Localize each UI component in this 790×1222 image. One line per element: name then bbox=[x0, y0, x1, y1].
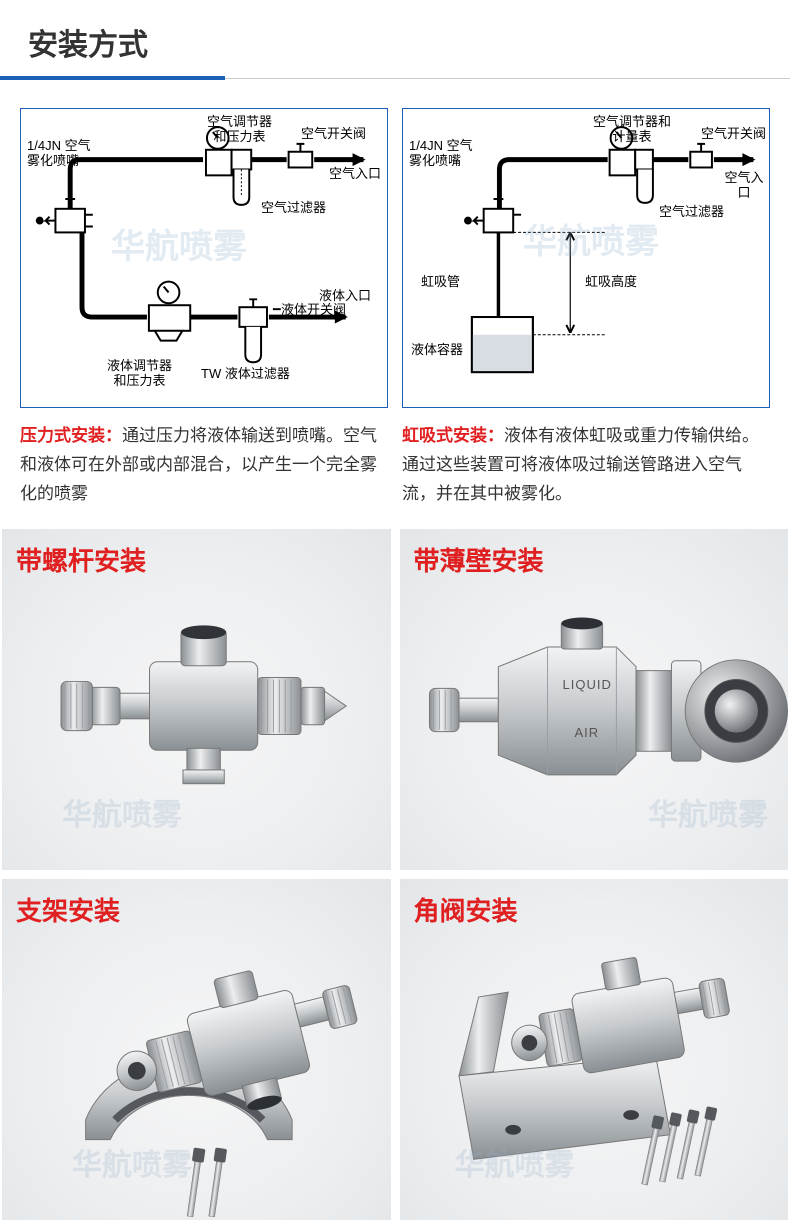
label-siphon-tube: 虹吸管 bbox=[421, 275, 460, 290]
label-air-inlet: 空气入口 bbox=[719, 171, 769, 201]
label-air-regulator: 空气调节器和压力表 bbox=[207, 115, 272, 145]
product-illustration bbox=[2, 879, 390, 1218]
label-liquid-container: 液体容器 bbox=[411, 343, 463, 358]
label-air-filter: 空气过滤器 bbox=[659, 205, 724, 220]
label-nozzle: 1/4JN 空气雾化喷嘴 bbox=[409, 139, 473, 169]
desc-pressure-lead: 压力式安装： bbox=[20, 426, 122, 445]
label-liquid-regulator: 液体调节器和压力表 bbox=[107, 359, 172, 389]
air-label: AIR bbox=[575, 725, 600, 740]
desc-siphon: 虹吸式安装：液体有液体虹吸或重力传输供给。通过这些装置可将液体吸过输送管路进入空… bbox=[402, 422, 770, 509]
product-illustration bbox=[2, 529, 390, 868]
title-underline bbox=[0, 76, 790, 80]
label-air-regulator: 空气调节器和计量表 bbox=[593, 115, 671, 145]
label-tw-filter: TW 液体过滤器 bbox=[201, 367, 290, 382]
photo-title: 角阀安装 bbox=[414, 891, 518, 928]
photo-grid: 带螺杆安装 bbox=[0, 527, 790, 1222]
section-title: 安装方式 bbox=[0, 0, 790, 76]
photo-screw-mount: 带螺杆安装 bbox=[0, 527, 393, 872]
photo-title: 带薄壁安装 bbox=[414, 541, 544, 578]
label-air-filter: 空气过滤器 bbox=[261, 201, 326, 216]
liquid-label: LIQUID bbox=[563, 677, 612, 692]
label-nozzle: 1/4JN 空气雾化喷嘴 bbox=[27, 139, 91, 169]
photo-bracket-mount: 支架安装 bbox=[0, 877, 393, 1222]
product-illustration bbox=[400, 529, 788, 868]
desc-siphon-lead: 虹吸式安装： bbox=[402, 426, 504, 445]
diagram-pressure: 华航喷雾 bbox=[20, 108, 388, 408]
photo-title: 带螺杆安装 bbox=[16, 541, 146, 578]
label-siphon-height: 虹吸高度 bbox=[585, 275, 637, 290]
photo-angle-mount: 角阀安装 bbox=[398, 877, 790, 1222]
photo-thinwall-mount: 带薄壁安装 bbox=[398, 527, 790, 872]
desc-pressure: 压力式安装：通过压力将液体输送到喷嘴。空气和液体可在外部或内部混合，以产生一个完… bbox=[20, 422, 388, 509]
photo-title: 支架安装 bbox=[16, 891, 120, 928]
description-row: 压力式安装：通过压力将液体输送到喷嘴。空气和液体可在外部或内部混合，以产生一个完… bbox=[0, 408, 790, 527]
product-illustration bbox=[400, 879, 788, 1218]
diagram-siphon: 华航喷雾 bbox=[402, 108, 770, 408]
label-air-switch: 空气开关阀 bbox=[301, 127, 366, 142]
label-air-inlet: 空气入口 bbox=[329, 167, 381, 182]
label-air-switch: 空气开关阀 bbox=[701, 127, 766, 142]
diagram-row: 华航喷雾 bbox=[0, 108, 790, 408]
label-liquid-switch: 液体开关阀 bbox=[281, 303, 346, 318]
